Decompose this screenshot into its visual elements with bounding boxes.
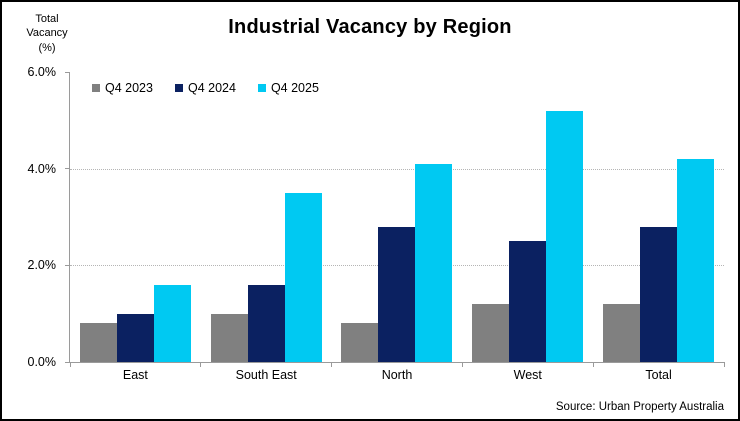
bar-q4-2024-east [116, 313, 154, 362]
bar-group-total [593, 72, 724, 362]
x-tick-mark [723, 362, 725, 367]
x-tick-mark [69, 362, 71, 367]
y-tick-label: 0.0% [27, 355, 57, 369]
bar-q4-2025-east [153, 284, 191, 362]
legend-label: Q4 2023 [105, 81, 153, 95]
y-tick-label: 2.0% [27, 258, 57, 273]
bar-group-west [462, 72, 593, 362]
x-tick-mark [592, 362, 594, 367]
bar-q4-2024-total [640, 226, 678, 362]
bar-q4-2024-south-east [247, 284, 285, 362]
legend-label: Q4 2025 [270, 81, 319, 95]
legend-item: Q4 2023 [92, 81, 153, 95]
x-axis-line [69, 362, 724, 363]
source-note: Source: Urban Property Australia [555, 401, 724, 413]
bar-q4-2025-south-east [284, 192, 322, 362]
category-label-north: North [381, 368, 413, 382]
category-label-west: West [513, 368, 542, 382]
bar-group-north [332, 72, 463, 362]
legend-marker-q4-2024 [174, 84, 183, 92]
bar-group-south-east [201, 72, 332, 362]
y-tick-label: 4.0% [27, 161, 57, 176]
y-axis-title-line: Total [35, 13, 59, 25]
bar-q4-2024-west [509, 241, 547, 362]
bar-q4-2025-total [677, 159, 715, 362]
y-axis-title-line: (%) [38, 41, 56, 54]
y-tick-mark [65, 71, 70, 73]
x-tick-mark [200, 362, 202, 367]
category-label-south-east: South East [235, 368, 297, 382]
y-axis-line [69, 72, 70, 362]
bar-q4-2025-north [415, 163, 453, 362]
bar-q4-2025-west [546, 110, 584, 362]
bar-group-east [70, 72, 201, 362]
legend-marker-q4-2023 [92, 84, 100, 92]
bar-q4-2024-north [378, 226, 416, 362]
y-tick-label: 6.0% [27, 65, 57, 79]
legend-marker-q4-2025 [257, 84, 266, 92]
y-tick-mark [65, 168, 70, 170]
bar-q4-2023-east [79, 323, 117, 362]
bar-q4-2023-total [603, 304, 641, 362]
y-axis-title: Total Vacancy (%) [8, 12, 86, 55]
plot-area [65, 71, 725, 367]
legend: Q4 2023 Q4 2024 Q4 2025 [92, 81, 319, 95]
y-axis-tick-labels: 0.0% 2.0% 4.0% 6.0% [2, 65, 64, 369]
gridline [70, 168, 724, 170]
x-tick-mark [331, 362, 333, 367]
y-tick-mark [65, 264, 70, 266]
legend-item: Q4 2025 [257, 81, 319, 95]
x-axis-category-labels: East South East North West Total [70, 368, 724, 382]
bar-q4-2023-west [472, 304, 510, 362]
category-label-east: East [122, 368, 148, 382]
category-label-total: Total [645, 368, 672, 382]
y-tick-mark [65, 361, 70, 363]
bar-q4-2023-north [341, 323, 379, 362]
x-tick-mark [461, 362, 463, 367]
chart-title: Industrial Vacancy by Region [228, 16, 512, 38]
legend-item: Q4 2024 [174, 81, 236, 95]
bar-q4-2023-south-east [210, 313, 248, 362]
legend-label: Q4 2024 [187, 81, 236, 95]
y-axis-title-line: Vacancy [26, 27, 68, 40]
bar-groups-container [70, 72, 724, 362]
